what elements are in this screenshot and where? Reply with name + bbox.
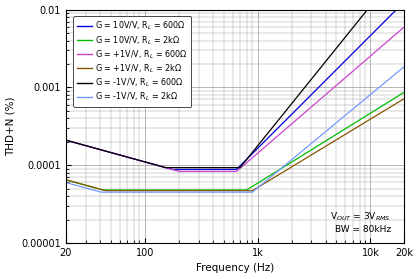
X-axis label: Frequency (Hz): Frequency (Hz) <box>196 263 274 273</box>
Y-axis label: THD+N (%): THD+N (%) <box>5 97 16 156</box>
Text: V$_{OUT}$ = 3V$_{RMS}$
BW = 80kHz: V$_{OUT}$ = 3V$_{RMS}$ BW = 80kHz <box>330 211 391 234</box>
Legend: G = 10V/V, R$_L$ = 600Ω, G = 10V/V, R$_L$ = 2kΩ, G = +1V/V, R$_L$ = 600Ω, G = +1: G = 10V/V, R$_L$ = 600Ω, G = 10V/V, R$_L… <box>73 16 191 107</box>
